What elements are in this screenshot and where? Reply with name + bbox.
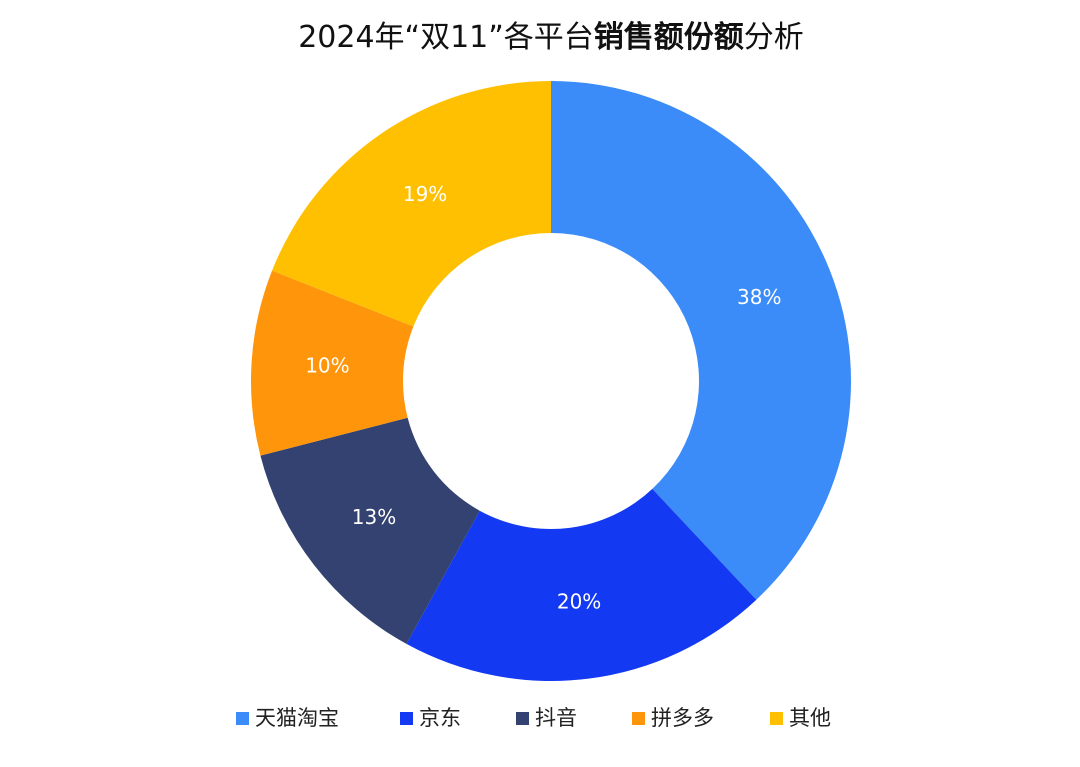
legend-label: 天猫淘宝 (255, 706, 339, 730)
data-label: 19% (403, 182, 447, 206)
data-label: 13% (352, 505, 396, 529)
data-label: 10% (305, 353, 349, 377)
donut-slice (260, 417, 480, 644)
legend-label: 其他 (789, 706, 831, 730)
legend-swatch (632, 712, 645, 725)
legend-label: 抖音 (535, 706, 577, 730)
legend-swatch (400, 712, 413, 725)
donut-slice (551, 81, 852, 600)
donut-slice (406, 488, 757, 682)
chart-title: 2024年“双11”各平台销售额份额分析 (298, 20, 804, 55)
title-part: 分析 (744, 20, 804, 55)
legend-label: 拼多多 (651, 706, 714, 730)
donut-slice (272, 81, 551, 327)
legend-swatch (516, 712, 529, 725)
data-label: 38% (737, 285, 781, 309)
donut-slice (251, 270, 414, 456)
legend-swatch (236, 712, 249, 725)
title-part: 2024年“双11”各平台 (298, 20, 594, 55)
legend-swatch (770, 712, 783, 725)
title-part: 销售额份额 (594, 20, 744, 55)
legend-label: 京东 (419, 706, 461, 730)
data-label: 20% (557, 590, 601, 614)
